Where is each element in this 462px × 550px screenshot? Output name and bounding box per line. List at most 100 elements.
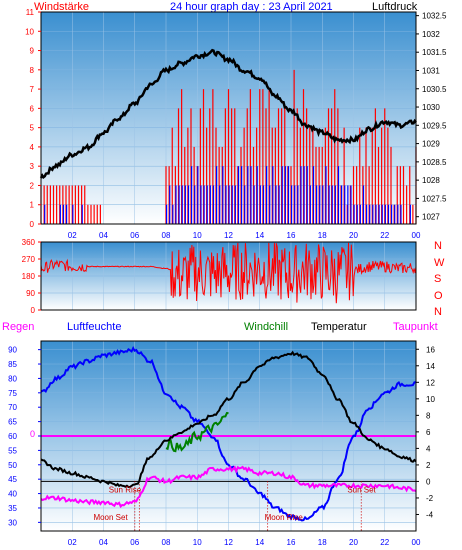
temperature-tick-label: 12 — [426, 378, 435, 387]
wind-tick-label: 8 — [30, 66, 35, 75]
humidity-tick-label: 55 — [8, 446, 17, 455]
time-tick-label: 14 — [255, 231, 264, 240]
humidity-tick-label: 60 — [8, 432, 17, 441]
pressure-tick-label: 1028.5 — [422, 158, 447, 167]
humidity-tick-label: 85 — [8, 360, 17, 369]
time-tick-label: 20 — [349, 231, 358, 240]
humidity-tick-label: 80 — [8, 374, 17, 383]
wind-tick-label: 4 — [30, 143, 35, 152]
time-tick-label: 08 — [162, 231, 171, 240]
time-tick-label: 04 — [99, 538, 108, 547]
wind-tick-label: 1 — [30, 201, 35, 210]
dir-letter-n-top: N — [434, 240, 442, 252]
time-tick-label: 08 — [162, 538, 171, 547]
rain-zero-label: 0 — [30, 429, 35, 439]
temperature-tick-label: 0 — [426, 477, 431, 486]
luftdruck-label: Luftdruck — [372, 1, 418, 13]
time-tick-label: 02 — [68, 231, 77, 240]
humidity-tick-label: 45 — [8, 475, 17, 484]
dir-letter-o: O — [434, 290, 443, 302]
humidity-tick-label: 40 — [8, 490, 17, 499]
pressure-tick-label: 1027 — [422, 213, 440, 222]
graph-title: 24 hour graph day : 23 April 2021 — [170, 1, 333, 13]
dewpoint-line — [40, 465, 417, 509]
humidity-tick-label: 90 — [8, 346, 17, 355]
temperature-line — [40, 350, 417, 489]
wind-tick-label: 9 — [30, 47, 35, 56]
pressure-tick-label: 1032 — [422, 30, 440, 39]
temperature-tick-label: 2 — [426, 461, 431, 470]
temperature-tick-label: 8 — [426, 411, 431, 420]
pressure-tick-label: 1030 — [422, 103, 440, 112]
temperature-tick-label: -2 — [426, 494, 434, 503]
windchill-line — [165, 411, 229, 453]
wind-time-axis: 02 04 06 08 10 12 14 16 18 20 22 00 — [68, 231, 421, 240]
pressure-tick-label: 1028 — [422, 176, 440, 185]
sun-set-label: Sun Set — [347, 485, 376, 494]
pressure-axis-ticks: 1027 1027.5 1028 1028.5 1029 1029.5 1030 1030.5… — [416, 12, 447, 222]
time-tick-label: 10 — [193, 231, 202, 240]
time-tick-label: 10 — [193, 538, 202, 547]
time-tick-label: 06 — [130, 231, 139, 240]
wind-axis-ticks: 0 1 2 3 4 5 6 7 8 9 10 11 — [25, 8, 41, 229]
humidity-tick-label: 50 — [8, 461, 17, 470]
humidity-tick-label: 65 — [8, 418, 17, 427]
temperature-tick-label: 10 — [426, 395, 435, 404]
pressure-tick-label: 1029.5 — [422, 121, 447, 130]
time-tick-label: 06 — [130, 538, 139, 547]
time-tick-label: 00 — [412, 538, 421, 547]
sun-rise-label: Sun Rise — [109, 485, 142, 494]
direction-tick-label: 0 — [31, 306, 36, 315]
pressure-tick-label: 1030.5 — [422, 85, 447, 94]
humidity-tick-label: 30 — [8, 518, 17, 527]
dir-letter-s: S — [434, 273, 441, 285]
temperature-tick-label: 16 — [426, 345, 435, 354]
humidity-tick-label: 35 — [8, 504, 17, 513]
direction-tick-label: 90 — [26, 289, 35, 298]
time-tick-label: 12 — [224, 538, 233, 547]
taupunkt-label: Taupunkt — [393, 321, 438, 333]
wind-tick-label: 7 — [30, 85, 35, 94]
pressure-line — [39, 48, 417, 179]
temperature-tick-label: -4 — [426, 510, 434, 519]
direction-letters: N W S O N — [434, 240, 445, 318]
time-tick-label: 14 — [255, 538, 264, 547]
pressure-tick-label: 1032.5 — [422, 12, 447, 21]
moon-set-label: Moon Set — [93, 513, 128, 522]
time-tick-label: 22 — [380, 538, 389, 547]
wind-tick-label: 11 — [26, 8, 35, 17]
humidity-tick-label: 75 — [8, 389, 17, 398]
wind-tick-label: 2 — [30, 181, 35, 190]
windchill-label: Windchill — [244, 321, 288, 333]
time-tick-label: 16 — [287, 231, 296, 240]
time-tick-label: 20 — [349, 538, 358, 547]
pressure-tick-label: 1031 — [422, 66, 440, 75]
temperature-tick-label: 6 — [426, 428, 431, 437]
direction-tick-label: 270 — [22, 255, 36, 264]
time-tick-label: 00 — [412, 231, 421, 240]
windstaerke-label: Windstärke — [34, 1, 89, 13]
regen-label: Regen — [2, 321, 34, 333]
pressure-tick-label: 1029 — [422, 140, 440, 149]
temperature-tick-label: 4 — [426, 444, 431, 453]
time-tick-label: 18 — [318, 538, 327, 547]
time-tick-label: 18 — [318, 231, 327, 240]
direction-tick-label: 180 — [22, 272, 36, 281]
temperature-tick-label: 14 — [426, 362, 435, 371]
time-tick-label: 02 — [68, 538, 77, 547]
pressure-tick-label: 1027.5 — [422, 194, 447, 203]
moon-rise-label: Moon Rise — [265, 513, 304, 522]
wind-tick-label: 3 — [30, 162, 35, 171]
humidity-axis-ticks: 30 35 40 45 50 55 60 65 70 75 80 85 90 — [8, 346, 41, 527]
wind-tick-label: 0 — [30, 220, 35, 229]
wind-tick-label: 5 — [30, 124, 35, 133]
time-tick-label: 04 — [99, 231, 108, 240]
temp-time-axis: 02 04 06 08 10 12 14 16 18 20 22 00 — [68, 538, 421, 547]
direction-axis-ticks: 0 90 180 270 360 — [22, 238, 41, 315]
direction-line — [40, 242, 417, 304]
dir-letter-w: W — [434, 257, 445, 269]
temperatur-label: Temperatur — [311, 321, 367, 333]
direction-tick-label: 360 — [22, 238, 36, 247]
